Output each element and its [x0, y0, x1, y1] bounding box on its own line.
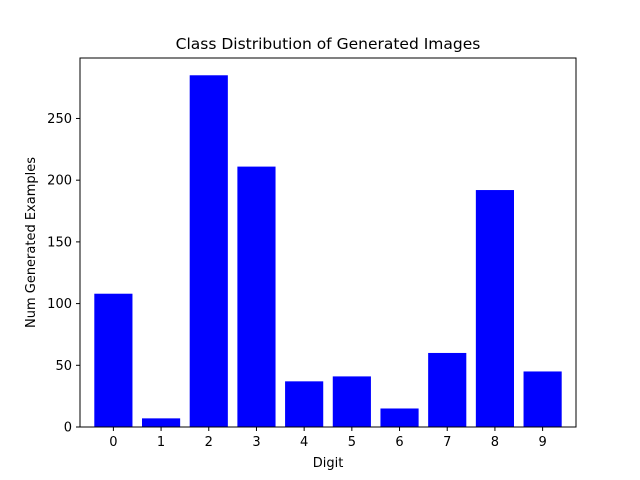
y-tick-label: 100 [47, 297, 72, 312]
bar-digit-8 [475, 190, 514, 427]
x-tick-label: 8 [491, 435, 499, 450]
y-axis-label: Num Generated Examples [24, 157, 39, 328]
bar-digit-5 [332, 376, 371, 427]
bars-group [94, 75, 562, 428]
y-tick-label: 150 [47, 235, 72, 250]
bar-digit-4 [285, 381, 324, 427]
bar-digit-9 [523, 371, 562, 427]
y-tick-label: 200 [47, 174, 72, 189]
x-axis-label: Digit [313, 456, 344, 471]
y-tick-label: 0 [64, 421, 72, 436]
x-tick-label: 5 [348, 435, 356, 450]
plot-frame [79, 57, 577, 428]
y-tick-label: 250 [47, 112, 72, 127]
bar-digit-0 [94, 293, 133, 427]
bar-digit-1 [142, 418, 181, 427]
y-axis-ticks: 0 50 100 150 200 250 [47, 112, 80, 436]
y-tick-label: 50 [55, 359, 72, 374]
bar-digit-3 [237, 166, 276, 428]
x-tick-label: 6 [395, 435, 403, 450]
bar-digit-6 [380, 408, 419, 427]
x-tick-label: 4 [300, 435, 308, 450]
x-tick-label: 3 [252, 435, 260, 450]
x-tick-label: 7 [443, 435, 451, 450]
x-axis-ticks: 0 1 2 3 4 5 6 7 8 9 [109, 427, 547, 450]
x-tick-label: 2 [205, 435, 213, 450]
bar-digit-7 [428, 352, 467, 427]
x-tick-label: 0 [109, 435, 117, 450]
chart-title: Class Distribution of Generated Images [176, 35, 481, 53]
bar-digit-2 [189, 75, 228, 428]
x-tick-label: 9 [538, 435, 546, 450]
x-tick-label: 1 [157, 435, 165, 450]
